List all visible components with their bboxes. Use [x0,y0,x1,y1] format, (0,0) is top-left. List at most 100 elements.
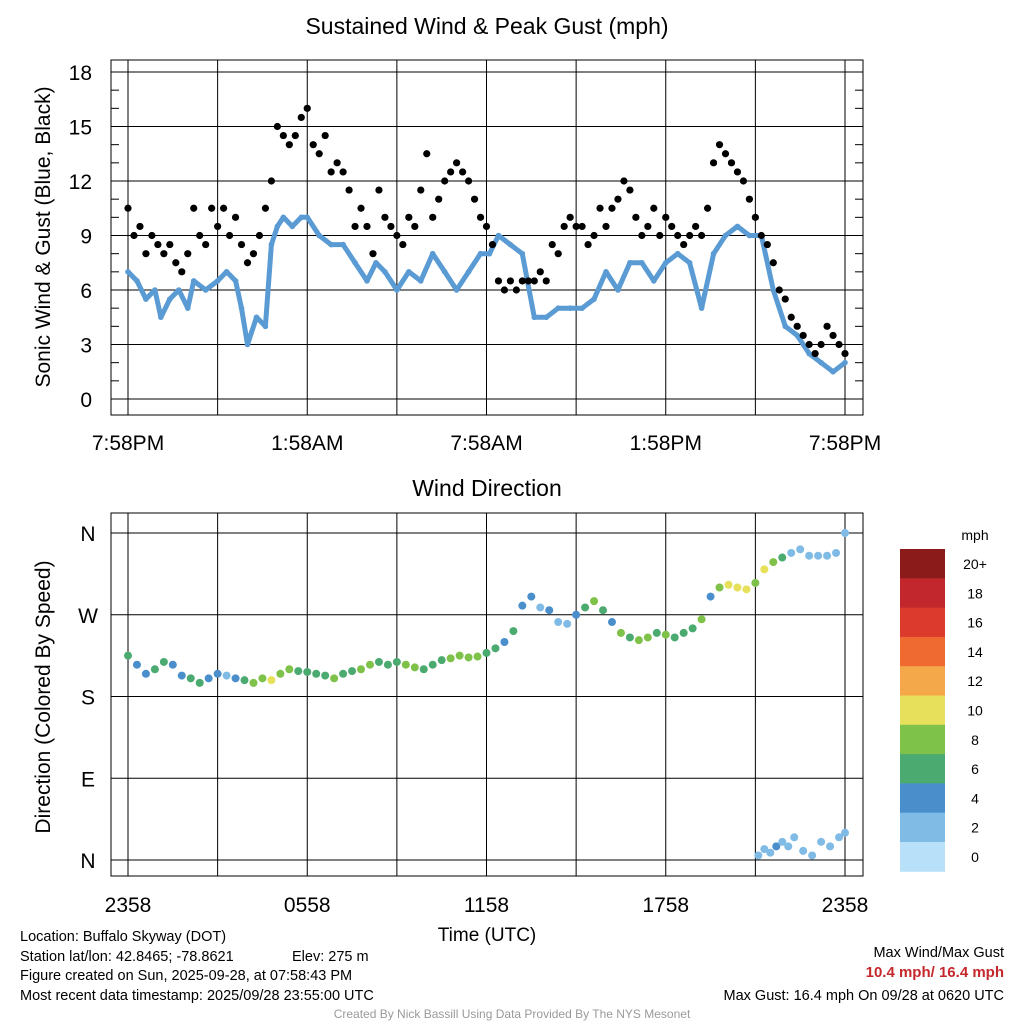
gust-point [441,177,449,185]
gust-point [763,240,771,249]
sustained-wind-point [486,250,493,257]
sustained-wind-point [782,323,789,330]
top-chart-ylabel: Sonic Wind & Gust (Blue, Black) [32,86,55,387]
sustained-wind-point [429,250,436,257]
sustained-wind-point [615,287,621,293]
gust-point [357,204,365,212]
sustained-wind-point [674,250,681,257]
direction-point [841,529,849,537]
gust-point [267,177,275,185]
dir-tick-label: E [81,768,95,791]
direction-point [276,669,285,678]
direction-point [652,628,661,637]
figure-created: Figure created on Sun, 2025-09-28, at 07… [20,968,353,984]
gust-point [279,131,287,140]
gust-point [220,204,228,212]
top-chart-title: Sustained Wind & Peak Gust (mph) [305,13,668,39]
colorbar-swatch [900,724,945,755]
sustained-wind-point [152,287,158,293]
gust-point [488,240,497,249]
gust-point [787,313,795,321]
sustained-wind-point [134,278,140,284]
colorbar-label: 18 [967,585,983,601]
sustained-wind-point [417,278,424,284]
sustained-wind-point [507,241,514,248]
gust-point [482,222,491,231]
colorbar-swatch [900,636,945,667]
direction-point [150,665,159,674]
sustained-wind-point [495,232,502,239]
sustained-wind-point [244,341,251,348]
direction-point [240,676,249,685]
colorbar-label: 20+ [963,556,987,572]
direction-point [742,585,751,594]
gust-point [381,213,389,221]
colorbar-label: 8 [971,732,979,748]
sustained-wind-point [579,305,585,311]
gust-point [721,150,730,158]
gust-point [841,349,849,358]
gust-point [751,213,759,221]
gust-point [178,268,186,276]
direction-point [285,665,294,674]
gust-point [644,222,652,231]
sustained-wind-point [794,332,800,339]
wind-gust-chart: Sustained Wind & Peak Gust (mph) 0 3 6 9 12 15… [32,13,881,455]
sustained-wind-point [184,305,191,311]
direction-point [760,565,769,574]
direction-point [799,846,808,855]
gust-point [130,231,138,240]
direction-point [186,674,195,683]
colorbar-label: 10 [967,703,983,719]
gust-point [148,231,156,240]
direction-point [330,674,339,683]
gust-point [584,240,592,249]
gust-point [805,340,813,349]
direction-point [500,638,509,646]
sustained-wind-point [167,296,173,302]
direction-point [697,615,706,624]
utc-tick-label: 1158 [464,894,509,917]
sustained-wind-point [842,359,848,366]
gust-point [638,231,646,240]
direction-point [545,606,554,615]
gust-point [393,231,401,240]
sustained-wind-point [746,232,753,239]
direction-point [267,676,276,685]
gust-point [196,231,204,240]
gust-point [680,240,688,249]
direction-point [805,551,814,560]
gust-point [237,240,246,249]
direction-point [563,619,572,628]
sustained-wind-point [734,223,741,230]
direction-point [581,603,590,612]
gust-point [769,259,777,267]
gust-point [285,141,293,149]
gust-point [620,177,628,185]
gust-point [459,168,467,176]
gust-point [172,259,180,267]
gust-point [160,250,168,258]
gust-point [231,213,240,221]
direction-point [841,828,849,837]
direction-point [817,837,826,846]
sustained-wind-point [722,232,729,239]
gust-point [464,177,473,185]
sustained-wind-point [639,259,645,266]
gust-point [154,240,162,249]
direction-point [168,660,177,669]
direction-point [446,654,455,663]
colorbar-swatch [900,695,945,726]
direction-point [428,660,437,669]
max-gust-note: Max Gust: 16.4 mph On 09/28 at 0620 UTC [723,988,1004,1004]
gust-point [709,159,718,167]
sustained-wind-point [352,259,358,266]
gust-point [799,331,807,340]
gust-point [339,168,347,176]
direction-point [670,633,679,642]
gust-point [733,168,742,176]
direction-point [204,674,213,683]
y-tick-label: 6 [80,280,92,303]
direction-point [715,583,724,592]
